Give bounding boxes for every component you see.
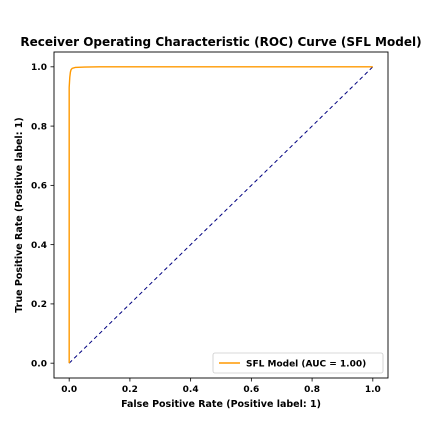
chart-title: Receiver Operating Characteristic (ROC) … xyxy=(20,35,421,49)
plot-frame xyxy=(53,51,389,379)
legend-box xyxy=(212,352,384,374)
legend-label-sfl-model: SFL Model (AUC = 1.00) xyxy=(246,360,366,370)
x-tick-label: 0.0 xyxy=(61,385,77,395)
x-tick-label: 0.4 xyxy=(183,385,199,395)
x-tick-label: 0.8 xyxy=(304,385,320,395)
legend: SFL Model (AUC = 1.00) xyxy=(212,352,384,374)
x-tick-label: 1.0 xyxy=(365,385,381,395)
y-tick-label: 0.4 xyxy=(31,241,47,251)
x-axis-label: False Positive Rate (Positive label: 1) xyxy=(121,399,321,410)
x-tick-label: 0.2 xyxy=(122,385,138,395)
y-tick-label: 0.0 xyxy=(31,359,47,369)
y-tick-label: 0.8 xyxy=(31,122,47,132)
y-tick-label: 1.0 xyxy=(31,63,47,73)
chance-diagonal-line xyxy=(68,66,374,364)
y-tick-label: 0.2 xyxy=(31,300,47,310)
y-axis-label: True Positive Rate (Positive label: 1) xyxy=(14,117,25,313)
y-tick-label: 0.6 xyxy=(31,182,47,192)
x-tick-label: 0.6 xyxy=(243,385,259,395)
roc-curve-line xyxy=(68,66,373,364)
